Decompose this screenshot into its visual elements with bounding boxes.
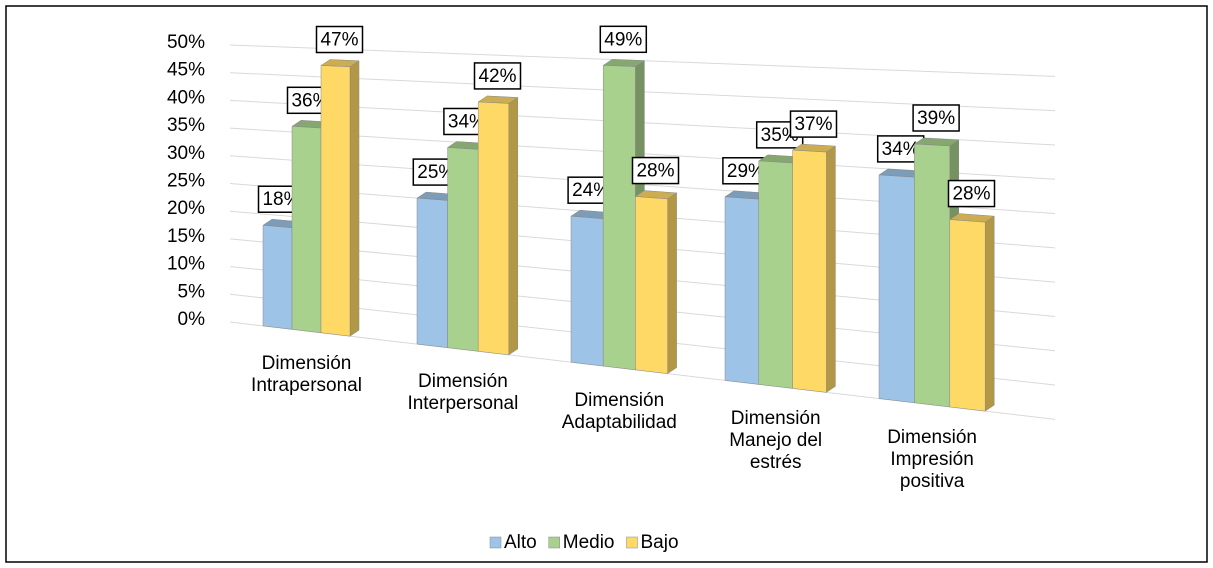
bar (724, 196, 760, 385)
bar (758, 160, 793, 389)
x-tick-label: Dimensión Adaptabilidad (561, 389, 677, 433)
y-tick-label: 45% (167, 60, 205, 81)
x-tick-label: Dimensión Intrapersonal (251, 353, 362, 397)
legend-swatch (548, 536, 560, 549)
bar-side (826, 145, 836, 393)
y-tick-label: 25% (167, 171, 205, 192)
data-label-box (599, 25, 648, 54)
data-label: 24% (572, 180, 610, 201)
bar (914, 143, 951, 408)
data-label-box (947, 179, 996, 208)
y-tick-label: 20% (167, 198, 205, 219)
data-label: 34% (448, 111, 486, 132)
data-label: 28% (952, 184, 990, 205)
bar (291, 126, 322, 334)
y-tick-label: 5% (178, 281, 206, 302)
bar (447, 147, 479, 352)
data-label-box (912, 104, 960, 132)
bar (570, 215, 604, 367)
legend-label: Medio (563, 532, 615, 553)
bar (949, 219, 986, 412)
data-label: 37% (794, 114, 832, 135)
legend-label: Alto (504, 532, 537, 553)
legend-swatch (626, 536, 638, 549)
data-label-box (473, 62, 522, 90)
legend-swatch (489, 536, 502, 549)
data-label: 39% (917, 108, 955, 129)
data-label-box (631, 156, 680, 185)
bar (262, 224, 293, 330)
y-tick-label: 50% (167, 32, 205, 53)
bar-side (667, 192, 677, 375)
legend-label: Bajo (641, 532, 679, 553)
bar (878, 174, 915, 404)
y-tick-label: 10% (167, 254, 205, 275)
bar (635, 196, 668, 374)
x-tick-label: Dimensión Interpersonal (407, 371, 519, 415)
y-tick-label: 30% (167, 143, 205, 164)
data-label: 29% (727, 161, 765, 182)
bar (602, 65, 636, 371)
data-label: 42% (478, 66, 516, 87)
y-tick-label: 0% (178, 309, 206, 330)
bar (477, 101, 510, 356)
data-label: 34% (882, 139, 920, 160)
bar-side (508, 97, 519, 356)
x-tick-label: Dimensión Impresión positiva (887, 426, 977, 492)
bar-side (984, 215, 995, 412)
bar (792, 149, 827, 393)
data-label-box (789, 110, 838, 138)
bar (416, 197, 448, 348)
data-label: 36% (291, 90, 329, 111)
data-label: 49% (604, 29, 642, 50)
data-label: 47% (320, 30, 358, 51)
bar (320, 65, 351, 337)
data-label: 25% (417, 162, 455, 183)
y-tick-label: 40% (167, 87, 205, 108)
data-label-box (315, 25, 364, 54)
x-tick-label: Dimensión Manejo del estrés (729, 408, 823, 474)
bar-side (349, 60, 360, 337)
data-label: 35% (761, 125, 799, 146)
y-tick-label: 15% (167, 226, 205, 247)
data-label: 18% (262, 189, 300, 210)
y-tick-label: 35% (167, 115, 205, 136)
data-label: 28% (636, 161, 674, 182)
